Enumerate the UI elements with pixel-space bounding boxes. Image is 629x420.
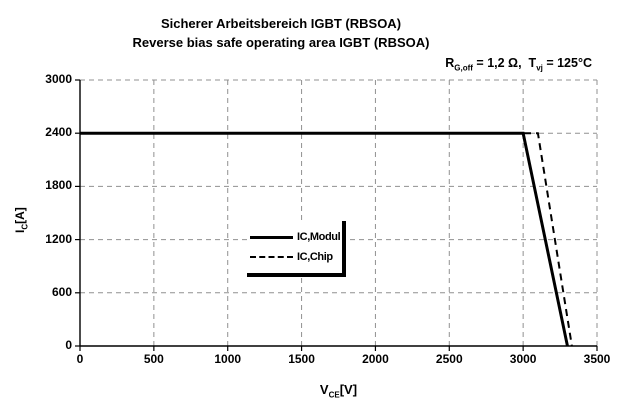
- legend-label-ic-chip: IC,Chip: [297, 251, 333, 263]
- annotation-r-subscript: G,off: [454, 63, 473, 73]
- y-axis-symbol: I: [13, 229, 27, 233]
- solid-line-swatch-icon: [250, 235, 293, 239]
- chart-canvas: [75, 79, 598, 351]
- annotation-r-value: = 1,2 Ω,: [472, 56, 522, 70]
- plot-area: 0 500 1000 1500 2000 2500 3000 3500 0 600 1200 180…: [45, 72, 610, 366]
- dashed-line-swatch-icon: [250, 256, 293, 258]
- annotation-t-subscript: vj: [536, 63, 543, 73]
- annotation-r-symbol: R: [445, 56, 455, 70]
- legend-item-ic-chip: IC,Chip: [250, 247, 342, 267]
- chart-title: Sicherer Arbeitsbereich IGBT (RBSOA): [160, 16, 402, 31]
- condition-annotation: RG,off = 1,2 Ω, Tvj = 125°C: [445, 56, 592, 73]
- y-tick-label: 3000: [45, 72, 72, 86]
- legend-box: IC,Modul IC,Chip: [247, 221, 346, 277]
- y-tick-label: 600: [51, 284, 72, 299]
- series-line-ic-chip: [80, 132, 573, 347]
- y-tick-label: 1800: [45, 178, 72, 193]
- y-tick-label: 0: [65, 338, 72, 352]
- x-axis-title: VCE[V]: [80, 382, 597, 400]
- y-axis-subscript: C: [20, 223, 30, 230]
- x-tick-label: 2000: [362, 352, 389, 366]
- x-axis-subscript: CE: [328, 390, 340, 400]
- x-tick-label: 3500: [583, 352, 611, 366]
- annotation-t-symbol: T: [528, 56, 537, 70]
- y-axis-title: IC[A]: [13, 207, 29, 233]
- y-axis-unit: [A]: [13, 207, 27, 224]
- chart-subtitle: Reverse bias safe operating area IGBT (R…: [132, 35, 430, 50]
- x-tick-label: 500: [143, 352, 164, 366]
- legend-item-ic-modul: IC,Modul: [250, 227, 342, 247]
- y-tick-label: 1200: [45, 231, 72, 246]
- x-tick-label: 2500: [435, 352, 463, 366]
- x-tick-label: 0: [76, 352, 84, 366]
- legend-label-ic-modul: IC,Modul: [297, 231, 341, 243]
- x-tick-label: 1500: [288, 352, 315, 366]
- x-axis-unit: [V]: [339, 382, 358, 397]
- annotation-t-value: = 125°C: [542, 56, 592, 70]
- x-tick-label: 3000: [509, 352, 537, 366]
- x-axis-symbol: V: [319, 382, 329, 397]
- y-tick-label: 2400: [45, 125, 72, 140]
- x-tick-label: 1000: [214, 352, 242, 366]
